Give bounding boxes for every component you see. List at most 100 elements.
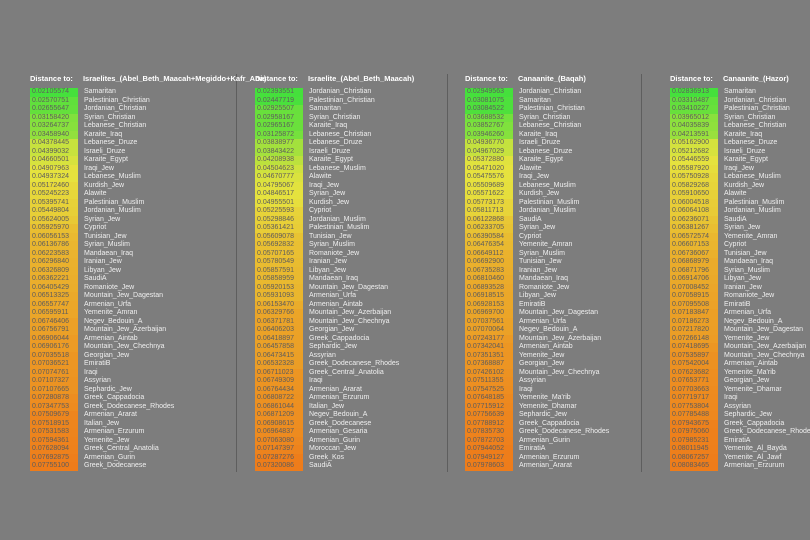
- distance-row: 0.06476354 Yemenite_Amran: [465, 241, 609, 250]
- distance-value: 0.05446559: [670, 156, 718, 165]
- distance-value: 0.07949127: [465, 453, 513, 462]
- distance-row: 0.06405429 Romaniote_Jew: [30, 283, 266, 292]
- distance-value: 0.06476354: [465, 241, 513, 250]
- distance-value: 0.05780549: [255, 258, 303, 267]
- population-name: Mountain_Jew_Azerbaijan: [724, 343, 807, 350]
- distance-row: 0.06746406 Negev_Bedouin_A: [30, 317, 266, 326]
- distance-column-canaanite-hazor: Distance to: Canaanite_(Hazor) 0.0283691…: [670, 74, 810, 471]
- population-name: Jordanian_Christian: [519, 88, 582, 95]
- population-name: Mountain_Jew_Chechnya: [309, 317, 390, 325]
- population-name: Alawite: [84, 190, 107, 197]
- distance-value: 0.07785488: [670, 411, 718, 420]
- population-name: Syrian_Christian: [84, 113, 136, 121]
- distance-row: 0.07074761 Iraqi: [30, 368, 266, 377]
- distance-value: 0.06649112: [465, 249, 513, 258]
- population-name: Karaite_Iraq: [84, 130, 123, 138]
- distance-row: 0.03125872 Lebanese_Christian: [255, 130, 414, 139]
- distance-value: 0.06004518: [670, 198, 718, 207]
- distance-value: 0.06572574: [670, 232, 718, 241]
- distance-row: 0.05925970 Cypriot: [30, 224, 266, 233]
- distance-value: 0.04399032: [30, 147, 78, 156]
- distance-row: 0.03410227 Palestinian_Christian: [670, 105, 810, 114]
- distance-value: 0.05245223: [30, 190, 78, 199]
- distance-value: 0.04936770: [465, 139, 513, 148]
- distance-value: 0.06136786: [30, 241, 78, 250]
- distance-row: 0.06906044 Armenian_Aintab: [30, 334, 266, 343]
- population-name: Yemenite_Ma'rib: [724, 368, 776, 376]
- population-name: Syrian_Jew: [309, 190, 346, 197]
- target-population-name: Israelite_(Abel_Beth_Maacah): [307, 74, 415, 83]
- distance-row: 0.06914706 Libyan_Jew: [670, 275, 810, 284]
- distance-row: 0.07719717 Iraqi: [670, 394, 810, 403]
- distance-value: 0.07653771: [670, 377, 718, 386]
- column-header: Distance to: Canaanite_(Baqah): [465, 74, 609, 83]
- distance-row: 0.07368887 Georgian_Jew: [465, 360, 609, 369]
- distance-row: 0.07287276 Greek_Kos: [255, 453, 414, 462]
- distance-value: 0.05298846: [255, 215, 303, 224]
- population-name: Israeli_Druze: [519, 139, 561, 146]
- distance-value: 0.06473415: [255, 351, 303, 360]
- distance-row: 0.08083465 Armenian_Erzurum: [670, 462, 810, 471]
- population-name: Italian_Jew: [309, 402, 345, 410]
- distance-value: 0.05931093: [255, 292, 303, 301]
- distance-row: 0.03688532 Syrian_Christian: [465, 113, 609, 122]
- distance-value: 0.05475576: [465, 173, 513, 182]
- distance-row: 0.07703663 Yemenite_Dhamar: [670, 385, 810, 394]
- distance-row: 0.06756791 Mountain_Jew_Azerbaijan: [30, 326, 266, 335]
- distance-value: 0.02570751: [30, 96, 78, 105]
- distance-value: 0.07509679: [30, 411, 78, 420]
- distance-row: 0.07949127 Armenian_Erzurum: [465, 453, 609, 462]
- population-name: Greek_Dodecanese_Rhodes: [519, 428, 610, 435]
- distance-value: 0.05692832: [255, 241, 303, 250]
- distance-row: 0.07623682 Yemenite_Ma'rib: [670, 368, 810, 377]
- distance-row: 0.05298846 Jordanian_Muslim: [255, 215, 414, 224]
- distance-row: 0.07975060 Greek_Dodecanese_Rhodes: [670, 428, 810, 437]
- distance-value: 0.07186273: [670, 317, 718, 326]
- distance-value: 0.06329766: [255, 309, 303, 318]
- distance-row: 0.07531583 Armenian_Erzurum: [30, 428, 266, 437]
- distance-row: 0.06964837 Armenian_Gesaria: [255, 428, 414, 437]
- distance-row: 0.07978603 Armenian_Ararat: [465, 462, 609, 471]
- distance-row: 0.06692900 Tunisian_Jew: [465, 258, 609, 267]
- distance-value: 0.07943675: [670, 419, 718, 428]
- population-name: Karaite_Egypt: [724, 156, 768, 163]
- population-name: Iranian_Jew: [519, 266, 557, 274]
- distance-value: 0.06964837: [255, 428, 303, 437]
- distance-row: 0.06871796 Syrian_Muslim: [670, 266, 810, 275]
- population-name: Iranian_Jew: [84, 258, 122, 265]
- distance-value: 0.06406203: [255, 326, 303, 335]
- population-name: Greek_Cappadocia: [309, 334, 370, 342]
- distance-value: 0.04937324: [30, 173, 78, 182]
- distance-value: 0.05471020: [465, 164, 513, 173]
- distance-value: 0.07518915: [30, 419, 78, 428]
- distance-value: 0.06914706: [670, 275, 718, 284]
- distance-value: 0.03458940: [30, 130, 78, 139]
- population-name: Assyrian: [84, 377, 111, 384]
- population-name: Karaite_Egypt: [84, 156, 128, 163]
- distance-row: 0.06390584 Cypriot: [465, 232, 609, 241]
- distance-row: 0.05707165 Romaniote_Jew: [255, 249, 414, 258]
- distance-row: 0.02925507 Samaritan: [255, 105, 414, 114]
- distance-value: 0.07107327: [30, 377, 78, 386]
- distance-value: 0.06153470: [255, 300, 303, 309]
- population-name: EmiratiB: [519, 300, 546, 308]
- distance-value: 0.06233705: [465, 224, 513, 233]
- population-name: Romaniote_Jew: [84, 283, 135, 291]
- distance-value: 0.06326809: [30, 266, 78, 275]
- distance-row: 0.07715912 Yemenite_Dhamar: [465, 402, 609, 411]
- distance-value: 0.04670777: [255, 173, 303, 182]
- population-name: Palestinian_Muslim: [724, 198, 785, 206]
- population-name: Yemenite_Ma'rib: [519, 394, 571, 401]
- distance-row: 0.07755100 Greek_Dodecanese: [30, 462, 266, 471]
- distance-value: 0.07426102: [465, 368, 513, 377]
- distance-row: 0.04378445 Lebanese_Druze: [30, 139, 266, 148]
- distance-value: 0.06390584: [465, 232, 513, 241]
- population-name: Armenian_Urfa: [84, 300, 132, 308]
- distance-value: 0.02655647: [30, 105, 78, 114]
- distance-row: 0.03852767 Lebanese_Christian: [465, 122, 609, 131]
- population-name: Negev_Bedouin_A: [84, 317, 143, 325]
- distance-row: 0.07037561 Armenian_Urfa: [465, 317, 609, 326]
- distance-value: 0.04955501: [255, 198, 303, 207]
- distance-row: 0.04399032 Israeli_Druze: [30, 147, 266, 156]
- population-name: Israeli_Druze: [724, 147, 766, 155]
